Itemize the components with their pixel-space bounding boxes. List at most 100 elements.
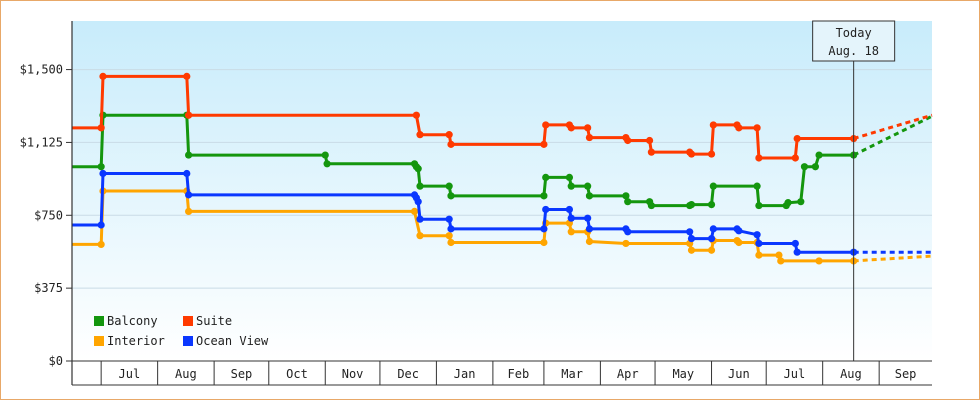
data-point xyxy=(707,150,716,158)
data-point xyxy=(707,201,716,209)
data-point xyxy=(542,121,550,129)
data-point xyxy=(97,221,105,229)
data-point xyxy=(624,228,632,236)
data-point xyxy=(565,173,574,181)
data-point xyxy=(540,140,548,148)
data-point xyxy=(797,198,805,206)
x-tick-label: Apr xyxy=(617,367,639,381)
data-point xyxy=(622,239,630,248)
data-point xyxy=(624,136,632,145)
legend-swatch xyxy=(94,336,104,346)
data-point xyxy=(585,133,594,142)
data-point xyxy=(647,148,656,156)
series-layer xyxy=(72,72,933,265)
data-point xyxy=(416,182,424,190)
data-point xyxy=(647,201,656,210)
grid xyxy=(72,69,932,289)
forecast-line xyxy=(853,114,933,157)
x-tick-label: Mar xyxy=(561,367,583,381)
today-marker: Today Aug. 18 xyxy=(812,20,896,361)
data-point xyxy=(445,232,453,240)
legend-label: Interior xyxy=(107,334,165,348)
data-point xyxy=(815,257,823,265)
x-tick-label: Jan xyxy=(454,367,476,381)
data-point xyxy=(567,228,575,236)
series-suite xyxy=(72,72,933,162)
data-point xyxy=(540,238,548,247)
data-point xyxy=(707,235,716,243)
data-point xyxy=(687,150,696,158)
y-tick-label: $1,500 xyxy=(20,63,63,77)
data-point xyxy=(707,246,716,254)
x-tick-label: Aug xyxy=(840,367,862,381)
data-point xyxy=(624,198,632,206)
data-point xyxy=(755,154,763,162)
x-tick-label: Sep xyxy=(895,367,917,381)
data-point xyxy=(687,201,696,209)
data-point xyxy=(540,192,548,200)
data-point xyxy=(709,225,717,233)
data-point xyxy=(414,198,422,206)
data-point xyxy=(755,239,763,248)
data-point xyxy=(584,182,592,190)
legend-swatch xyxy=(94,316,104,326)
data-point xyxy=(97,240,105,249)
legend-item: Suite xyxy=(183,314,232,328)
legend-item: Balcony xyxy=(94,314,158,328)
data-point xyxy=(815,151,823,159)
series-ocean-view xyxy=(72,169,932,256)
data-point xyxy=(753,231,761,239)
today-box xyxy=(812,20,896,62)
data-point xyxy=(687,235,696,243)
x-tick-label: Sep xyxy=(231,367,253,381)
data-point xyxy=(447,140,455,148)
x-tick-label: Jun xyxy=(728,367,750,381)
legend-item: Ocean View xyxy=(183,334,269,348)
data-point xyxy=(185,111,193,119)
data-point xyxy=(777,257,785,265)
data-point xyxy=(447,225,455,233)
data-point xyxy=(735,124,743,132)
data-point xyxy=(775,251,783,259)
data-point xyxy=(584,214,592,222)
data-point xyxy=(584,124,592,132)
data-point xyxy=(445,131,453,139)
x-tick-label: May xyxy=(672,367,694,381)
x-tick-label: Dec xyxy=(397,367,419,381)
data-point xyxy=(99,169,107,178)
data-point xyxy=(811,163,819,171)
series-interior xyxy=(72,187,933,265)
y-tick-label: $1,125 xyxy=(20,135,63,149)
data-point xyxy=(185,207,193,215)
legend-label: Balcony xyxy=(107,314,158,328)
x-tick-label: Oct xyxy=(286,367,308,381)
x-tick-label: Jul xyxy=(119,367,141,381)
data-point xyxy=(412,111,420,119)
data-point xyxy=(416,215,424,223)
x-tick-label: Jul xyxy=(784,367,806,381)
data-point xyxy=(793,248,801,256)
plot-background xyxy=(72,21,932,361)
data-point xyxy=(565,205,574,214)
data-point xyxy=(622,192,630,200)
data-point xyxy=(686,228,694,236)
data-point xyxy=(445,182,453,190)
data-point xyxy=(753,124,761,132)
data-point xyxy=(755,201,763,210)
y-tick-label: $0 xyxy=(49,354,63,368)
y-tick-label: $750 xyxy=(34,208,63,222)
forecast-line xyxy=(853,113,933,140)
legend: Balcony Suite Interior Ocean View xyxy=(94,314,269,348)
data-point xyxy=(185,191,193,199)
data-point xyxy=(540,225,548,233)
legend-label: Suite xyxy=(196,314,232,328)
data-point xyxy=(542,173,550,181)
series-line xyxy=(72,189,854,263)
legend-item: Interior xyxy=(94,334,165,348)
data-point xyxy=(753,182,761,190)
data-point xyxy=(800,163,809,171)
y-tick-label: $375 xyxy=(34,281,63,295)
x-tick-label: Nov xyxy=(342,367,364,381)
